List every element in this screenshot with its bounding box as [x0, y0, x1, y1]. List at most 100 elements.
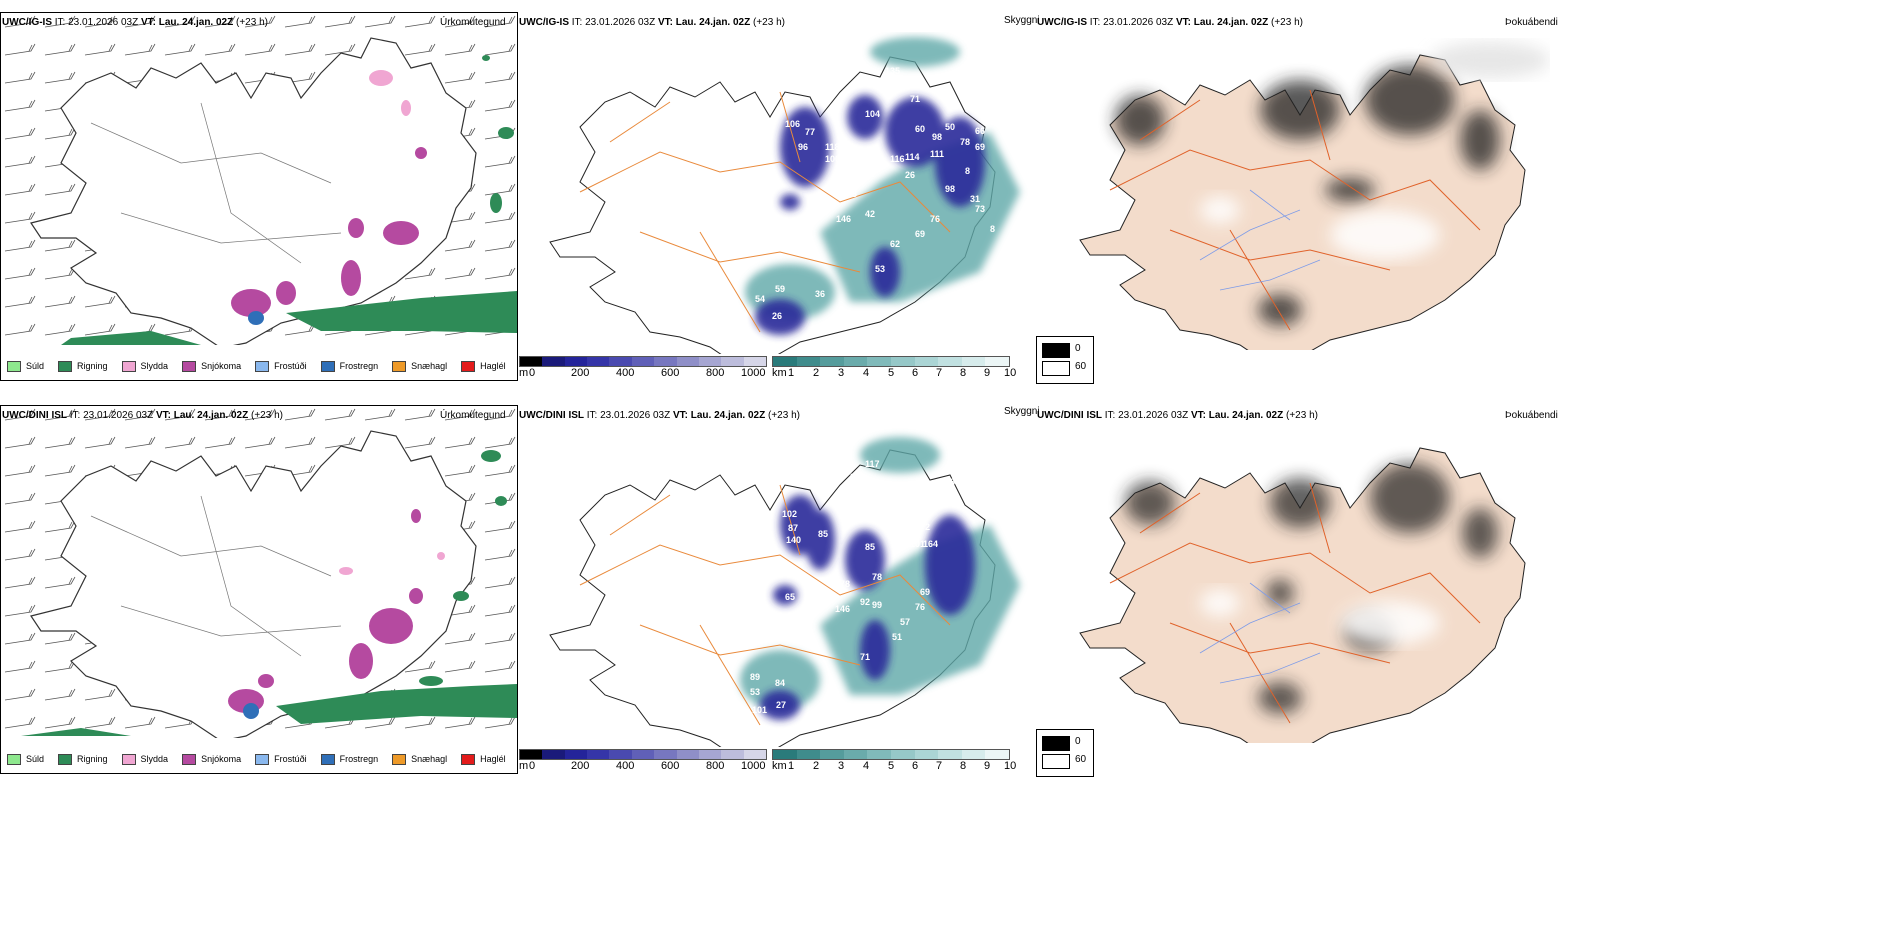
cloud-base-value: 168 — [895, 512, 910, 522]
cloud-base-value: 92 — [860, 597, 870, 607]
colorbar-cell — [587, 357, 610, 366]
legend-label: Snjókoma — [201, 754, 242, 764]
legend-item-snaehagl: Snæhagl — [392, 753, 448, 765]
cloud-base-colorbar-top: m 0 200 400 600 800 1000 — [519, 356, 769, 384]
cloud-base-value: 146 — [836, 214, 851, 224]
cloud-base-value: 66 — [975, 126, 985, 136]
lead-time: (+23 h) — [1286, 410, 1318, 421]
cloud-base-value: 76 — [915, 602, 925, 612]
it-label: IT: — [1089, 17, 1101, 28]
cloud-base-value: 72 — [920, 522, 930, 532]
vt-value: Lau. 24.jan. 02Z — [173, 410, 249, 421]
model-name: UWC/IG-IS — [2, 17, 52, 28]
tick-1000: 1000 — [741, 760, 766, 772]
swatch — [182, 360, 197, 372]
legend-item-rigning: Rigning — [58, 753, 108, 765]
it-label: IT: — [54, 17, 66, 28]
colorbar-cell — [654, 357, 677, 366]
model-name: UWC/IG-IS — [1037, 17, 1087, 28]
cloud-base-value: 153 — [940, 477, 955, 487]
legend-item-snaehagl: Snæhagl — [392, 360, 447, 372]
fog-map-bottom — [1060, 423, 1550, 743]
unit-label: m — [519, 760, 529, 772]
unit-label: m — [519, 367, 529, 379]
colorbar-cell — [520, 750, 543, 759]
cloud-base-value: 101 — [910, 539, 925, 549]
cloud-base-value: 164 — [923, 539, 938, 549]
swatch — [121, 753, 136, 765]
cloud-base-value: 106 — [785, 119, 800, 129]
precip-type-map-bottom — [1, 406, 517, 738]
cloud-base-value: 59 — [775, 284, 785, 294]
cloud-base-value: 98 — [945, 184, 955, 194]
unit-label: km — [772, 760, 787, 772]
colorbar-cell — [867, 357, 891, 366]
cloud-map-bottom: 117 81 153 102 87 85 168 140 85 101 164 72 78 78 99 69 1… — [520, 425, 1030, 747]
cloud-base-value: 69 — [975, 142, 985, 152]
cloud-base-value: 111 — [930, 149, 944, 159]
swatch — [320, 360, 335, 372]
cloud-base-labels: 135 71 104 106 77 96 118 100 60 50 66 69 98 78 116 114 1… — [755, 66, 995, 321]
colorbar-cell — [938, 750, 962, 759]
legend-label: Haglél — [480, 361, 506, 371]
vt-value: Lau. 24.jan. 02Z — [1193, 17, 1269, 28]
cloud-base-value: 51 — [892, 632, 902, 642]
lead-time: (+23 h) — [1271, 17, 1303, 28]
sleet-areas — [369, 70, 411, 116]
legend-label: Súld — [26, 361, 45, 371]
colorbar-cell — [676, 357, 699, 366]
tick-8: 8 — [960, 367, 967, 379]
vt-label: VT: — [672, 410, 688, 421]
swatch — [392, 360, 407, 372]
cloud-base-value: 117 — [865, 459, 880, 469]
vt-label: VT: — [1190, 410, 1206, 421]
cloud-base-value: 54 — [755, 294, 765, 304]
fog-legend-top: 0 60 — [1036, 336, 1094, 384]
fog-high-swatch — [1042, 736, 1070, 751]
colorbar-cell — [564, 357, 588, 366]
legend-label: Frostúði — [274, 754, 307, 764]
tick-9: 9 — [984, 760, 991, 772]
cloud-base-value: 57 — [900, 617, 910, 627]
lead-time: (+23 h) — [753, 17, 785, 28]
panel-title-precip-top: Úrkomutegund — [440, 17, 506, 28]
legend-item-haglel: Haglél — [461, 360, 506, 372]
colorbar-cell — [676, 750, 699, 759]
swatch — [182, 753, 197, 765]
cloud-base-value: 65 — [785, 592, 795, 602]
it-label: IT: — [586, 410, 598, 421]
colorbar-cell — [631, 750, 655, 759]
panel-header-precip-bottom: UWC/DINI ISL IT: 23.01.2026 03Z VT: Lau.… — [2, 410, 283, 422]
cloud-base-value: 27 — [776, 700, 786, 710]
colorbar-cell — [743, 357, 766, 366]
cloud-base-value: 135 — [885, 66, 900, 76]
tick-800: 800 — [706, 760, 725, 772]
tick-5: 5 — [888, 760, 895, 772]
colorbar-ticks: km 1 2 3 4 5 6 7 8 9 10 — [772, 760, 1016, 774]
tick-200: 200 — [571, 760, 590, 772]
model-name: UWC/DINI ISL — [519, 410, 584, 421]
cloud-base-value: 26 — [905, 170, 915, 180]
cloud-base-value: 78 — [840, 579, 850, 589]
swatch — [461, 753, 476, 765]
cloud-base-value: 73 — [975, 204, 985, 214]
colorbar-cell — [843, 750, 868, 759]
tick-1: 1 — [788, 367, 795, 379]
legend-label: Snæhagl — [411, 754, 448, 764]
panel-title-cloud-bottom: Skyggni — [1004, 406, 1040, 417]
fog-low-swatch — [1042, 754, 1070, 769]
cloud-base-value: 53 — [750, 687, 760, 697]
cloud-base-value: 99 — [872, 600, 882, 610]
swatch — [320, 753, 335, 765]
cloud-base-value: 87 — [788, 523, 798, 533]
colorbar-ticks: km 1 2 3 4 5 6 7 8 9 10 — [772, 367, 1016, 381]
visibility-colorbar-bottom: km 1 2 3 4 5 6 7 8 9 10 — [772, 749, 1016, 777]
legend-label: Slydda — [140, 754, 169, 764]
cloud-base-value: 73 — [865, 169, 875, 179]
fog-low-label: 60 — [1075, 361, 1087, 372]
legend-item-haglel: Haglél — [461, 753, 506, 765]
tick-10: 10 — [1004, 760, 1017, 772]
legend-label: Súld — [26, 754, 45, 764]
cloud-base-value: 60 — [915, 124, 925, 134]
colorbar-cell — [914, 357, 939, 366]
